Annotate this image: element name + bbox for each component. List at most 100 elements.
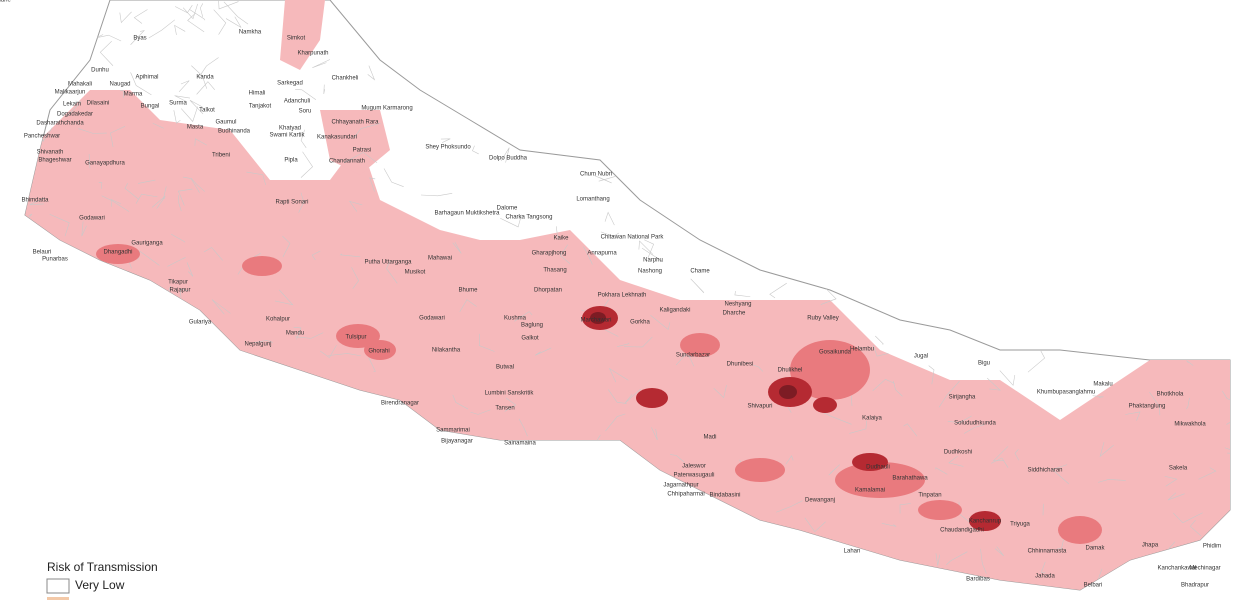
place-label: Nashong <box>638 269 662 275</box>
place-label: Dhulikhel <box>778 368 803 374</box>
place-label: Dharche <box>723 311 746 317</box>
place-label: Phaktanglung <box>1129 404 1166 410</box>
place-label: Bhotkhola <box>1157 392 1184 398</box>
place-label: Sammarimai <box>436 428 470 434</box>
place-label: Pipla <box>284 158 298 164</box>
place-label: Naugad <box>109 82 130 88</box>
place-label: Himali <box>249 91 266 97</box>
place-label: Jhapa <box>1142 543 1159 549</box>
place-label: Godawari <box>79 216 105 222</box>
place-label: Simkot <box>287 36 306 42</box>
place-label: Baglung <box>521 323 543 329</box>
place-label: Adanchuli <box>284 99 310 105</box>
place-label: Dhorpatan <box>534 288 562 294</box>
place-label: Lumbini Sanskritik <box>485 391 535 397</box>
place-label: Dewanganj <box>805 498 835 504</box>
medium-risk <box>96 244 1102 544</box>
place-label: Swami Kartik <box>269 133 305 139</box>
place-label: Nilakantha <box>432 348 461 354</box>
place-label: Chaudandigadhi <box>940 528 984 534</box>
place-label: Phidim <box>1203 544 1221 550</box>
place-label: Khatyad <box>279 126 301 132</box>
place-label: Tinpatan <box>918 493 941 499</box>
place-label: Sundarbazar <box>676 353 710 359</box>
place-label: Marma <box>124 92 143 98</box>
place-label: Siddhicharan <box>1027 468 1062 474</box>
place-label: Dhangadhi <box>103 250 132 256</box>
place-label: Tansen <box>495 406 514 412</box>
place-label: Triyuga <box>1010 522 1030 528</box>
place-label: Dasharathchanda <box>36 121 84 127</box>
place-label: Narphu <box>643 258 663 264</box>
place-label: Punarbas <box>42 257 68 263</box>
place-label: Chame <box>690 269 710 275</box>
pink-belt <box>25 90 1230 590</box>
place-label: Helambu <box>850 347 874 353</box>
place-label: Kohalpur <box>266 317 290 323</box>
place-label: Belauri <box>33 250 52 256</box>
place-label: Madane <box>0 0 12 4</box>
place-label: Tribeni <box>212 153 230 159</box>
place-label: Budhinanda <box>218 129 251 135</box>
legend-title: Risk of Transmission <box>47 560 158 574</box>
pink-north <box>320 110 390 175</box>
place-label: Neshyang <box>724 302 751 308</box>
place-label: Charka Tangsong <box>506 215 553 221</box>
place-label: Ganayapdhura <box>85 161 125 167</box>
legend-label: Very Low <box>75 578 125 592</box>
place-label: Tulsipur <box>345 335 366 341</box>
place-label: Lomanthang <box>576 197 609 203</box>
place-label: Kharpunath <box>297 51 328 57</box>
place-label: Dolpo Buddha <box>489 156 528 162</box>
place-label: Bhume <box>458 288 478 294</box>
place-label: Rajapur <box>169 288 190 294</box>
place-label: Tikapur <box>168 280 188 286</box>
place-label: Chitawan National Park <box>601 235 665 241</box>
place-label: Byas <box>133 36 146 42</box>
place-label: Bigu <box>978 361 990 367</box>
place-label: Gharapjhong <box>532 251 567 257</box>
place-label: Khumbupasanglahmu <box>1037 390 1095 396</box>
place-label: Kamalamai <box>855 488 885 494</box>
place-label: Rapti Sonari <box>275 200 308 206</box>
place-label: Makalu <box>1093 382 1112 388</box>
legend-swatch <box>47 597 69 600</box>
place-label: Chhipaharmai <box>667 492 704 498</box>
place-label: Jaleswor <box>682 464 706 470</box>
place-label: Shivanath <box>37 150 64 156</box>
place-label: Kanchanrup <box>969 519 1002 525</box>
place-label: Jagarnathpur <box>663 483 698 489</box>
place-label: Sainamaina <box>504 441 536 447</box>
place-label: Dogadakedar <box>57 112 93 118</box>
place-label: Chum Nubri <box>580 172 612 178</box>
place-label: Bhimdatta <box>21 198 49 204</box>
place-labels: Byas Namkha Simkot Kharpunath Dunhu Apihimal K… <box>0 0 1221 589</box>
place-label: Pokhara Lekhnath <box>598 293 647 299</box>
place-label: Annapurna <box>587 251 617 257</box>
place-label: Mahakali <box>68 82 92 88</box>
place-label: Chandannath <box>329 159 365 165</box>
place-label: Jugal <box>914 354 928 360</box>
place-label: Kanakasundari <box>317 135 357 141</box>
place-label: Damak <box>1085 546 1105 552</box>
place-label: Gulariya <box>189 320 212 326</box>
place-label: Kaligandaki <box>659 308 690 314</box>
place-label: Tanjakot <box>249 104 272 110</box>
place-label: Chhayanath Rara <box>331 120 379 126</box>
place-label: Kanda <box>196 75 214 81</box>
place-label: Solududhkunda <box>954 421 996 427</box>
place-label: Dalome <box>497 206 518 212</box>
place-label: Barhagaun Muktikshetra <box>434 211 500 217</box>
place-label: Kaike <box>553 236 569 242</box>
place-label: Sirijangha <box>949 395 976 401</box>
place-label: Masta <box>187 125 204 131</box>
place-label: Pancheshwar <box>24 134 60 140</box>
legend: Risk of Transmission Very Low <box>46 560 158 600</box>
place-label: Bindabasini <box>709 493 740 499</box>
place-label: Marchawari <box>580 318 611 324</box>
very-high-risk <box>590 312 797 399</box>
place-label: Surma <box>169 101 187 107</box>
place-label: Dunhu <box>91 68 109 74</box>
